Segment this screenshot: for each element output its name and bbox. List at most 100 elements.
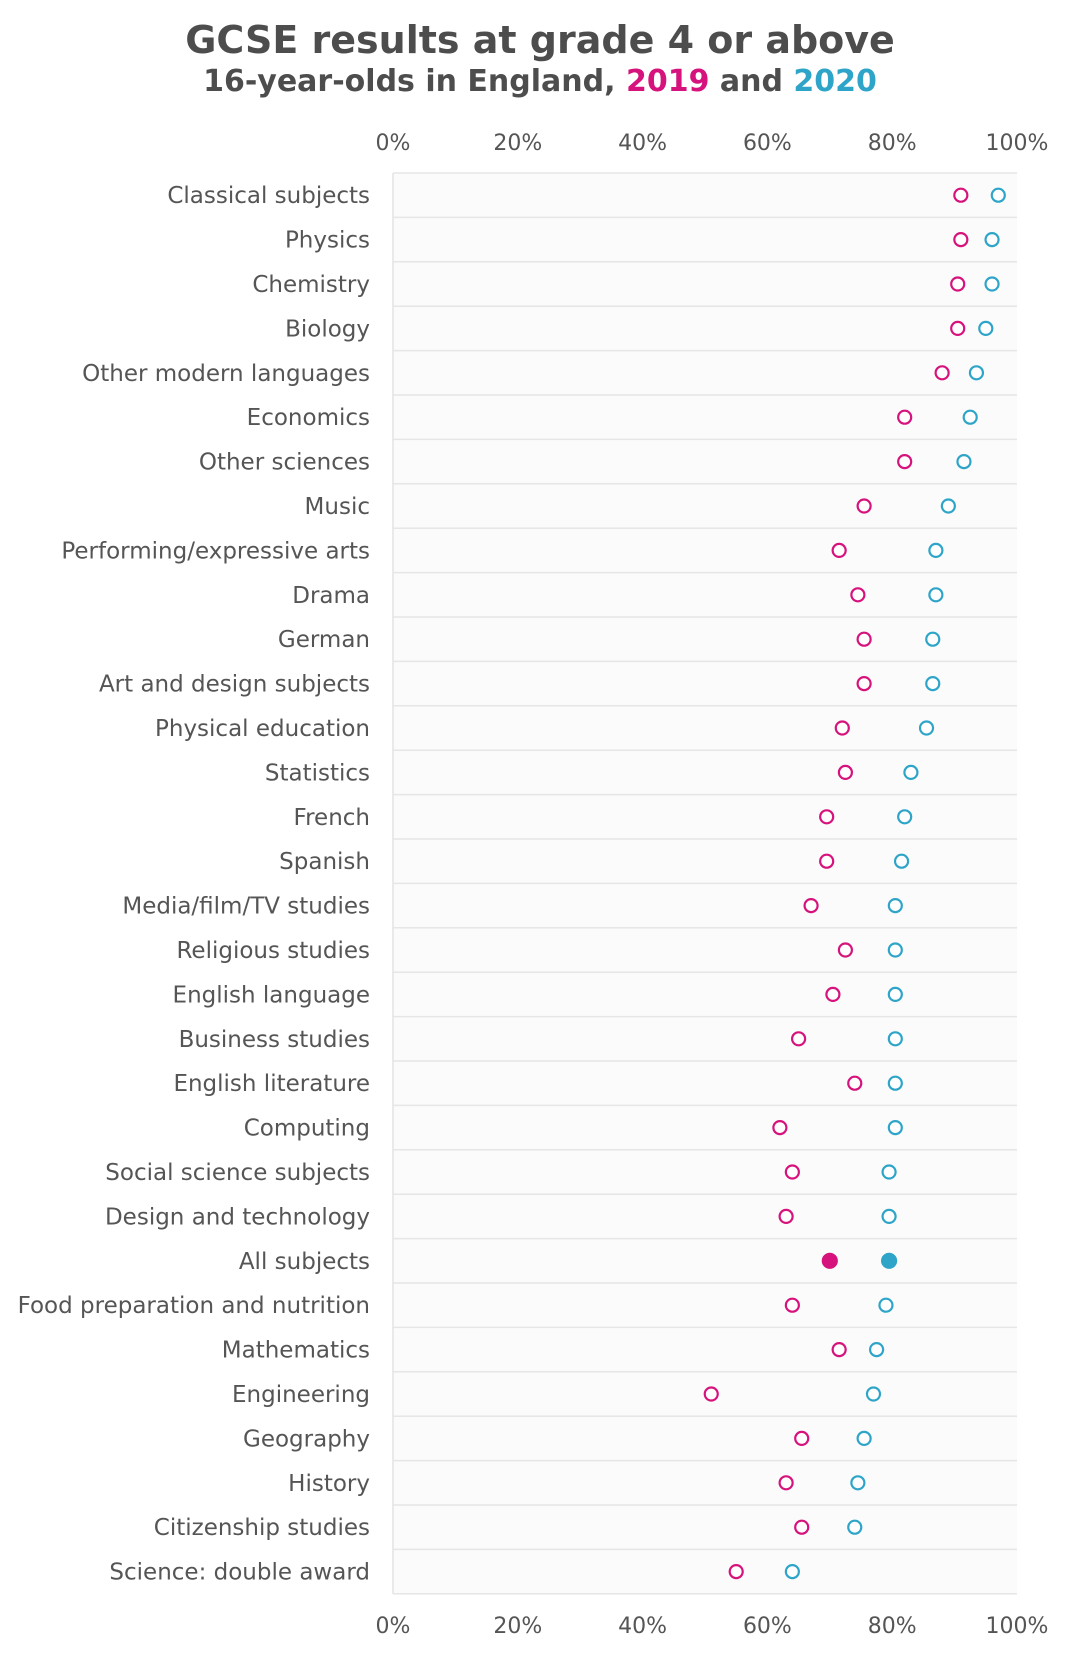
dot-2020 <box>887 1119 903 1136</box>
dot-2020 <box>962 409 978 425</box>
dot-2020 <box>868 1341 885 1358</box>
category-label: Other sciences <box>199 450 370 476</box>
dot-2020 <box>897 809 913 825</box>
dot-2020 <box>956 454 972 470</box>
category-label: Mathematics <box>222 1338 370 1364</box>
dot-2019 <box>794 1430 810 1447</box>
dot-2019 <box>856 631 872 647</box>
dot-2019 <box>778 1208 794 1225</box>
dot-2019 <box>834 720 850 736</box>
dot-2020 <box>925 675 941 692</box>
category-label: Science: double award <box>109 1560 370 1586</box>
dot-2019 <box>847 1075 863 1091</box>
dot-2020 <box>893 853 910 869</box>
dot-2019 <box>897 454 913 470</box>
dot-2019 <box>819 853 835 869</box>
subtitle-connector: and <box>709 64 794 99</box>
dot-2019 <box>953 232 969 248</box>
dot-2019 <box>772 1119 788 1136</box>
dot-2020 <box>984 232 1000 248</box>
chart-subtitle: 16-year-olds in England, 2019 and 2020 <box>0 64 1080 99</box>
dot-2020 <box>978 320 994 336</box>
category-label: English language <box>173 982 370 1008</box>
dot-2020 <box>887 1031 903 1047</box>
category-label: English literature <box>173 1071 370 1097</box>
x-tick-label-bottom: 80% <box>868 1614 917 1639</box>
category-label: Physical education <box>155 716 370 742</box>
category-label: Social science subjects <box>105 1160 370 1186</box>
category-label: Music <box>305 494 370 520</box>
dot-2020 <box>925 631 941 647</box>
category-label: Statistics <box>265 760 370 786</box>
category-label: Classical subjects <box>167 183 370 209</box>
category-label: Engineering <box>232 1382 370 1408</box>
x-tick-label-top: 80% <box>868 131 917 156</box>
x-tick-label-bottom: 40% <box>618 1614 667 1639</box>
legend-2020: 2020 <box>793 64 877 99</box>
dot-2019 <box>953 187 969 203</box>
x-tick-label-top: 40% <box>618 131 667 156</box>
category-label: Business studies <box>179 1027 370 1053</box>
dot-2019 <box>794 1519 810 1535</box>
dot-2020 <box>784 1563 800 1580</box>
dot-2019 <box>703 1386 719 1402</box>
x-tick-label-top: 100% <box>986 131 1049 156</box>
category-label: All subjects <box>239 1249 370 1275</box>
bottom-axis: 0% 20% 40% 60% 80% 100% <box>376 1614 1049 1639</box>
dot-2019 <box>790 1031 807 1047</box>
category-label: Citizenship studies <box>154 1515 370 1541</box>
category-label: Art and design subjects <box>99 672 370 698</box>
category-label: Religious studies <box>176 938 370 964</box>
category-label: Geography <box>243 1426 370 1452</box>
x-tick-label-bottom: 60% <box>743 1614 792 1639</box>
dot-2020 <box>887 1075 903 1091</box>
category-label: Chemistry <box>252 272 370 298</box>
x-tick-label-top: 0% <box>376 131 411 156</box>
dot-2020 <box>865 1386 882 1402</box>
x-tick-label-bottom: 20% <box>493 1614 542 1639</box>
dot-2020 <box>984 276 1000 292</box>
category-label: Physics <box>285 228 370 254</box>
dot-2020 <box>887 942 903 958</box>
x-tick-label-bottom: 100% <box>986 1614 1049 1639</box>
dot-2019 <box>897 409 913 425</box>
category-label: Drama <box>292 583 370 609</box>
x-tick-label-top: 20% <box>493 131 542 156</box>
dot-2019 <box>825 986 841 1003</box>
subtitle-prefix: 16-year-olds in England, <box>203 64 626 99</box>
category-label: Performing/expressive arts <box>61 538 370 564</box>
dot-2020 <box>887 986 903 1003</box>
dot-2019 <box>837 764 854 781</box>
category-labels: Classical subjects Physics Chemistry Biolog… <box>18 183 370 1585</box>
dot-2020 <box>847 1519 863 1535</box>
chart-title: GCSE results at grade 4 or above <box>185 18 895 62</box>
x-tick-label-top: 60% <box>743 131 792 156</box>
dot-2019 <box>778 1475 794 1491</box>
category-label: Biology <box>285 316 370 342</box>
dot-2019 <box>837 942 854 958</box>
category-label: German <box>278 627 370 653</box>
dot-2020 <box>878 1297 894 1313</box>
legend-2019: 2019 <box>625 64 710 99</box>
dot-2019 <box>934 365 950 381</box>
dot-2019 <box>784 1297 800 1313</box>
category-label: Media/film/TV studies <box>122 894 370 920</box>
dot-2020 <box>968 365 985 381</box>
dot-2019 <box>831 542 847 559</box>
dot-2020 <box>881 1164 897 1180</box>
dot-2020 <box>887 897 903 914</box>
category-label: French <box>294 805 370 831</box>
category-label: Food preparation and nutrition <box>18 1293 370 1319</box>
category-label: Other modern languages <box>82 361 370 387</box>
dot-2020 <box>880 1252 898 1269</box>
dot-2020 <box>940 498 956 514</box>
dot-2019 <box>850 587 866 603</box>
x-tick-label-bottom: 0% <box>376 1614 411 1639</box>
dot-2019 <box>784 1164 800 1180</box>
category-label: Spanish <box>279 849 370 875</box>
dot-2020 <box>881 1208 897 1225</box>
dot-2020 <box>928 587 944 603</box>
top-axis: 0% 20% 40% 60% 80% 100% <box>376 131 1049 156</box>
dot-2019 <box>856 498 872 514</box>
